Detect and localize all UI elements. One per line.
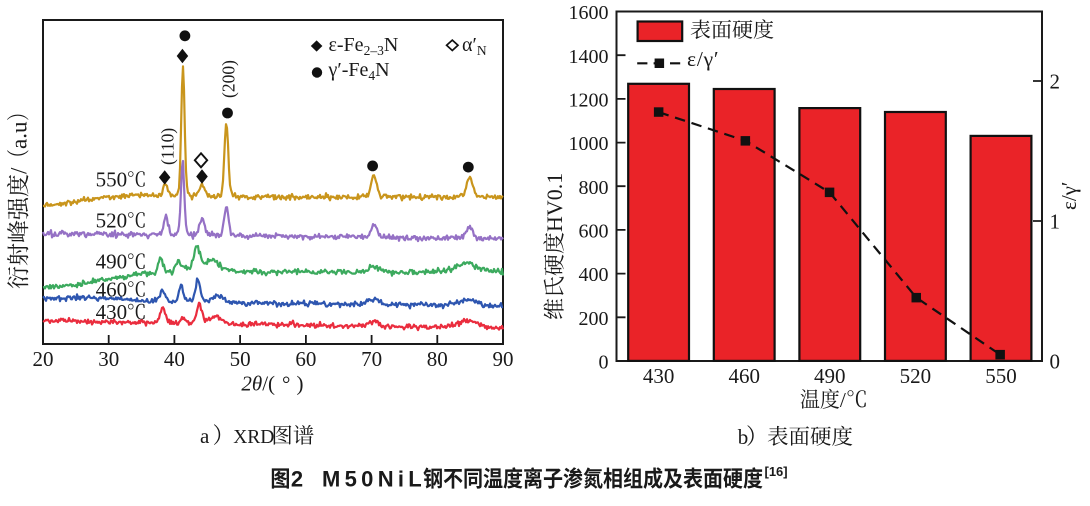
svg-text:2: 2 [291, 467, 303, 492]
svg-text:1400: 1400 [569, 46, 609, 68]
svg-text:1600: 1600 [569, 2, 609, 24]
svg-text:80: 80 [427, 347, 448, 371]
svg-text:430: 430 [643, 364, 675, 388]
svg-text:M50NiL: M50NiL [322, 467, 426, 492]
svg-text:[16]: [16] [765, 464, 788, 479]
svg-text:1000: 1000 [569, 133, 609, 155]
svg-text:2: 2 [1050, 69, 1061, 93]
svg-text:90: 90 [493, 347, 514, 371]
svg-text:520: 520 [900, 364, 932, 388]
svg-text:200: 200 [579, 308, 609, 330]
svg-text:ε/γ′: ε/γ′ [1057, 181, 1081, 210]
svg-text:520: 520 [96, 208, 128, 232]
svg-text:430: 430 [96, 300, 128, 324]
svg-text:ε-Fe2–3N: ε-Fe2–3N [329, 34, 399, 58]
svg-text:(200): (200) [219, 60, 239, 98]
svg-text:800: 800 [579, 177, 609, 199]
svg-text:460: 460 [96, 278, 128, 302]
svg-text:30: 30 [98, 347, 119, 371]
svg-text:ε/γ′: ε/γ′ [687, 47, 719, 71]
svg-text:(110): (110) [158, 128, 178, 165]
svg-text:400: 400 [579, 264, 609, 286]
svg-text:550: 550 [985, 364, 1017, 388]
svg-text:1200: 1200 [569, 90, 609, 112]
svg-text:490: 490 [814, 364, 846, 388]
svg-text:600: 600 [579, 221, 609, 243]
svg-text:a.u: a.u [7, 121, 32, 149]
svg-text:460: 460 [728, 364, 760, 388]
svg-text:550: 550 [96, 168, 128, 192]
svg-text:40: 40 [164, 347, 185, 371]
svg-text:490: 490 [96, 250, 128, 274]
svg-text:γ′-Fe4N: γ′-Fe4N [328, 59, 390, 83]
svg-text:60: 60 [295, 347, 316, 371]
svg-text:HV0.1: HV0.1 [542, 173, 567, 232]
svg-text:b: b [738, 425, 749, 449]
svg-text:70: 70 [361, 347, 382, 371]
svg-text:20: 20 [33, 347, 54, 371]
svg-text:a: a [200, 424, 210, 448]
svg-text:0: 0 [1050, 349, 1061, 373]
svg-text:0: 0 [599, 352, 609, 374]
svg-text:1: 1 [1050, 209, 1061, 233]
svg-text:/: / [7, 167, 32, 174]
svg-text:50: 50 [230, 347, 251, 371]
svg-text:/: / [840, 388, 846, 412]
svg-text:XRD: XRD [233, 427, 274, 448]
